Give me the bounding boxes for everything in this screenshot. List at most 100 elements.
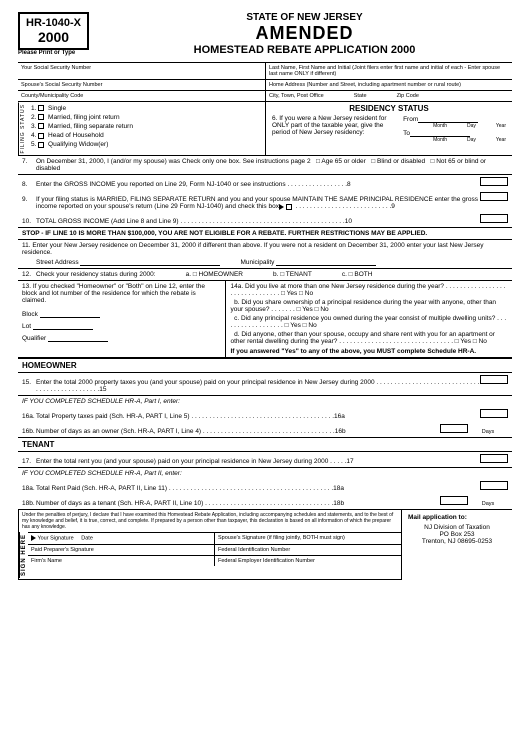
l14a[interactable]: Did you live at more than one New Jersey… [230, 283, 505, 297]
line-11: 11. Enter your New Jersey residence on D… [18, 240, 512, 269]
checkbox-icon[interactable] [286, 204, 292, 210]
block-field[interactable] [40, 310, 100, 318]
l18b-text: Number of days as a tenant (Sch. HR-A, P… [36, 500, 440, 507]
line-16b-amount[interactable] [440, 424, 468, 433]
filing-opt-1[interactable]: 1. Single [31, 104, 133, 113]
line-16a-amount[interactable] [480, 409, 508, 418]
line-18a-amount[interactable] [480, 481, 508, 490]
l9num: . . . . . . . . . . . . . . . . . . . . … [296, 203, 395, 210]
signature-section: Under the penalties of perjury, I declar… [18, 510, 512, 579]
filing-opt-5[interactable]: 5. Qualifying Widow(er) [31, 140, 133, 149]
line-17: 17. Enter the total rent you (and your s… [18, 452, 512, 467]
mail-title: Mail application to: [408, 514, 506, 521]
l12b[interactable]: b. □ TENANT [273, 271, 312, 278]
spouse-ssn-field[interactable]: Spouse's Social Security Number [18, 80, 265, 90]
arrow-icon [31, 535, 36, 541]
line-7: 7. On December 31, 2000, I (and/or my sp… [18, 156, 512, 175]
address-label: Home Address (Number and Street, includi… [269, 82, 461, 88]
line-16b: 16b. Number of days as an owner (Sch. HR… [18, 422, 512, 437]
from-date-field[interactable] [418, 115, 478, 123]
preparer-sig-field[interactable]: Paid Preparer's Signature [28, 545, 215, 555]
header: HR-1040-X 2000 Please Print or Type STAT… [18, 12, 512, 58]
form-code: HR-1040-X [26, 17, 81, 29]
l12a[interactable]: a. □ HOMEOWNER [186, 271, 243, 278]
l7b[interactable]: Blind or disabled [377, 158, 425, 165]
checkbox-icon[interactable] [38, 123, 44, 129]
fed-id-field[interactable]: Federal Identification Number [215, 545, 401, 555]
date-label: Date [81, 536, 93, 542]
filing-status-block: FILING STATUS 1. Single 2. Married, fili… [18, 102, 265, 155]
line-10-amount[interactable] [480, 214, 508, 223]
to-label: To [403, 130, 410, 137]
qual-label: Qualifier [22, 335, 46, 342]
block-label: Block [22, 311, 38, 318]
your-sig-field[interactable]: Your Signature Date [28, 533, 215, 543]
l16b-text: Number of days as an owner (Sch. HR-A, P… [36, 428, 440, 435]
county-field[interactable]: County/Municipality Code [18, 91, 265, 101]
city-state-zip[interactable]: City, Town, Post Office State Zip Code [265, 91, 512, 101]
l14d[interactable]: Did anyone, other than your spouse, occu… [230, 331, 495, 345]
l15-text: Enter the total 2000 property taxes you … [36, 379, 480, 393]
opt1-label: Single [48, 105, 66, 112]
year-label: Year [496, 137, 506, 143]
id-section: Your Social Security Number Last Name, F… [18, 62, 512, 102]
street-field[interactable] [80, 258, 220, 266]
residency-block: RESIDENCY STATUS 6. If you were a New Je… [265, 102, 512, 155]
opt3-label: Married, filing separate return [48, 123, 133, 130]
line-17-amount[interactable] [480, 454, 508, 463]
filing-opt-2[interactable]: 2. Married, filing joint return [31, 113, 133, 122]
muni-field[interactable] [276, 258, 376, 266]
l8-text: Enter the GROSS INCOME you reported on L… [36, 181, 480, 188]
l13-text: If you checked "Homeowner" or "Both" on … [22, 283, 205, 304]
l12c[interactable]: c. □ BOTH [342, 271, 373, 278]
print-note: Please Print or Type [18, 50, 89, 56]
line-15: 15. Enter the total 2000 property taxes … [18, 373, 512, 395]
ssn-field[interactable]: Your Social Security Number [18, 63, 265, 79]
opt5-label: Qualifying Widow(er) [48, 141, 108, 148]
line-18b: 18b. Number of days as a tenant (Sch. HR… [18, 494, 512, 510]
l7-text: On December 31, 2000, I (and/or my spous… [36, 158, 311, 165]
checkbox-icon[interactable] [38, 114, 44, 120]
l11-text: Enter your New Jersey residence on Decem… [22, 242, 484, 256]
qual-field[interactable] [48, 334, 108, 342]
address-field[interactable]: Home Address (Number and Street, includi… [265, 80, 512, 90]
checkbox-icon[interactable] [38, 142, 44, 148]
opt4-label: Head of Household [48, 132, 104, 139]
residency-text: If you were a New Jersey resident for ON… [272, 115, 387, 136]
state-label: STATE OF NEW JERSEY [97, 12, 512, 23]
mail-l3: Trenton, NJ 08695-0253 [408, 538, 506, 545]
l14-note: If you answered "Yes" to any of the abov… [230, 348, 508, 355]
checkbox-icon[interactable] [38, 105, 44, 111]
filing-opt-4[interactable]: 4. Head of Household [31, 131, 133, 140]
mail-l1: NJ Division of Taxation [408, 524, 506, 531]
line-15-amount[interactable] [480, 375, 508, 384]
name-field[interactable]: Last Name, First Name and Initial (Joint… [265, 63, 512, 79]
checkbox-icon[interactable] [38, 133, 44, 139]
l14c[interactable]: Did any principal residence you owned du… [230, 315, 506, 329]
line-9: 9. If your filing status is MARRIED, FIL… [18, 190, 512, 212]
l7a[interactable]: Age 65 or older [321, 158, 365, 165]
filing-opt-3[interactable]: 3. Married, filing separate return [31, 122, 133, 131]
county-label: County/Municipality Code [21, 93, 83, 99]
line-12: 12. Check your residency status during 2… [18, 269, 512, 281]
ssn-label: Your Social Security Number [21, 65, 91, 71]
firm-field[interactable]: Firm's Name [28, 556, 215, 566]
state-fld-label: State [354, 93, 367, 99]
l9-text: If your filing status is MARRIED, FILING… [36, 196, 478, 210]
line-16a: 16a. Total Property taxes paid (Sch. HR-… [18, 407, 512, 422]
lot-field[interactable] [33, 322, 93, 330]
spouse-sig-field[interactable]: Spouse's Signature (if filing jointly, B… [215, 533, 401, 543]
days-label: Days [468, 429, 508, 435]
your-sig-label: Your Signature [37, 536, 73, 542]
arrow-icon [279, 204, 284, 210]
filing-status-heading: FILING STATUS [18, 102, 27, 155]
to-date-field[interactable] [410, 129, 470, 137]
line-13: 13. If you checked "Homeowner" or "Both"… [18, 281, 225, 357]
fed-ein-field[interactable]: Federal Employer Identification Number [215, 556, 401, 566]
l14b[interactable]: Did you share ownership of a principal r… [230, 299, 496, 313]
street-label: Street Address [36, 259, 79, 266]
mail-l2: PO Box 253 [408, 531, 506, 538]
line-18b-amount[interactable] [440, 496, 468, 505]
line-9-amount[interactable] [480, 192, 508, 201]
line-8-amount[interactable] [480, 177, 508, 186]
